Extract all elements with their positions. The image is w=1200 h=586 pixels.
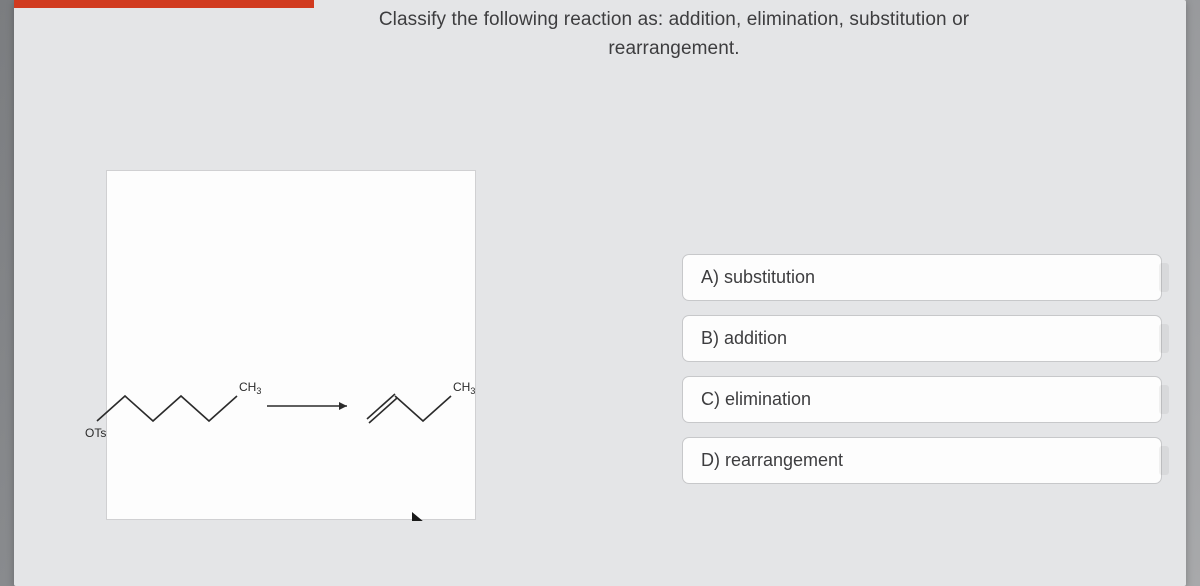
answer-label: A) substitution: [701, 267, 815, 287]
cursor-icon: [412, 512, 424, 521]
answer-label: C) elimination: [701, 389, 811, 409]
reactant-chain: [97, 396, 237, 421]
prompt-line-2: rearrangement.: [608, 38, 739, 59]
answer-label: B) addition: [701, 328, 787, 348]
product-double-bond-top: [367, 394, 395, 419]
answer-label: D) rearrangement: [701, 450, 843, 470]
question-card: Classify the following reaction as: addi…: [14, 0, 1186, 586]
product-chain: [395, 396, 451, 421]
product-ch3-label: CH3: [453, 380, 475, 396]
reaction-svg: OTs CH3 CH3: [77, 171, 507, 521]
reactant-ch3-label: CH3: [239, 380, 261, 396]
product-double-bond-bot: [369, 398, 397, 423]
answer-list: A) substitution B) addition C) eliminati…: [682, 254, 1162, 498]
answer-option-b[interactable]: B) addition: [682, 315, 1162, 362]
reactant-ots-label: OTs: [85, 426, 106, 440]
question-prompt: Classify the following reaction as: addi…: [314, 6, 1034, 63]
answer-option-d[interactable]: D) rearrangement: [682, 437, 1162, 484]
reaction-arrow-head: [339, 402, 347, 410]
prompt-line-1: Classify the following reaction as: addi…: [379, 9, 969, 30]
reaction-figure: OTs CH3 CH3: [106, 170, 476, 520]
answer-option-a[interactable]: A) substitution: [682, 254, 1162, 301]
answer-option-c[interactable]: C) elimination: [682, 376, 1162, 423]
accent-bar: [14, 0, 314, 8]
